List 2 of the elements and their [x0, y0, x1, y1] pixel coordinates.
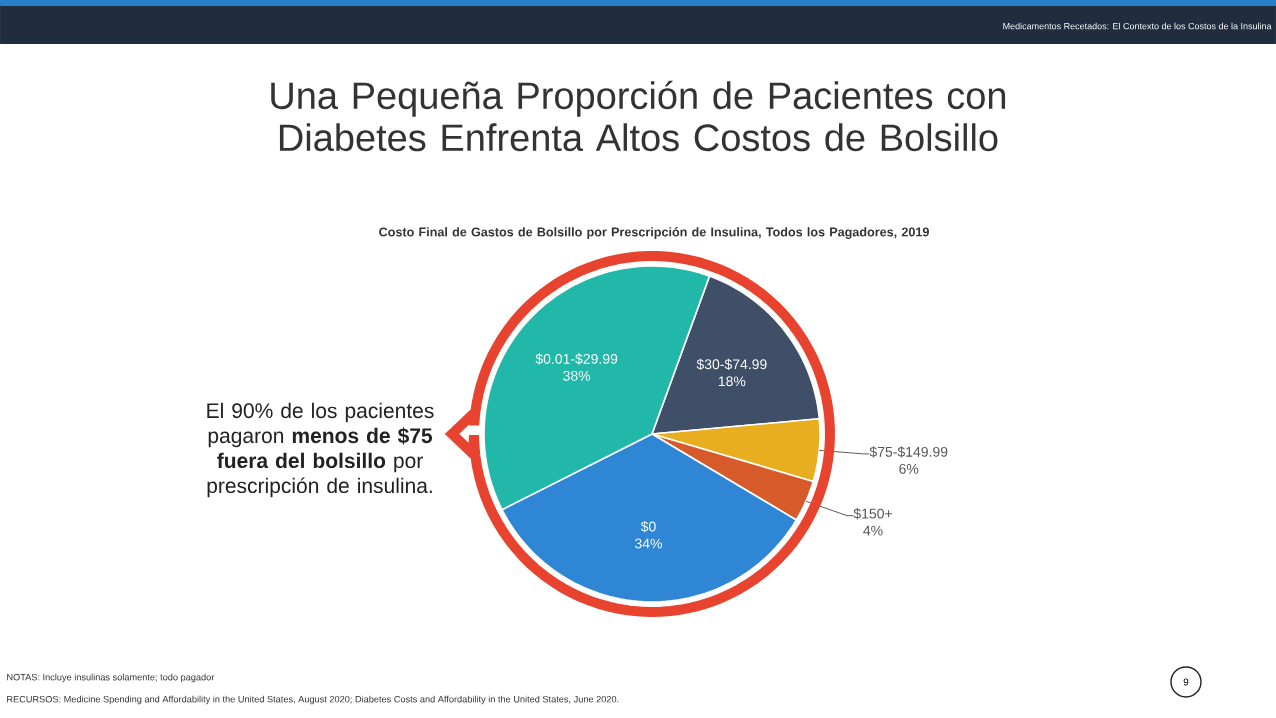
text: El 90% de los pacientes pagaron menos de $75 fuera del bolsillo por prescripción de insulina.	[207, 402, 434, 498]
chart-title: Una Pequeña Proporción de Pacientes con Diabetes Enfrenta Altos Costos de Bolsillo	[271, 80, 1006, 152]
